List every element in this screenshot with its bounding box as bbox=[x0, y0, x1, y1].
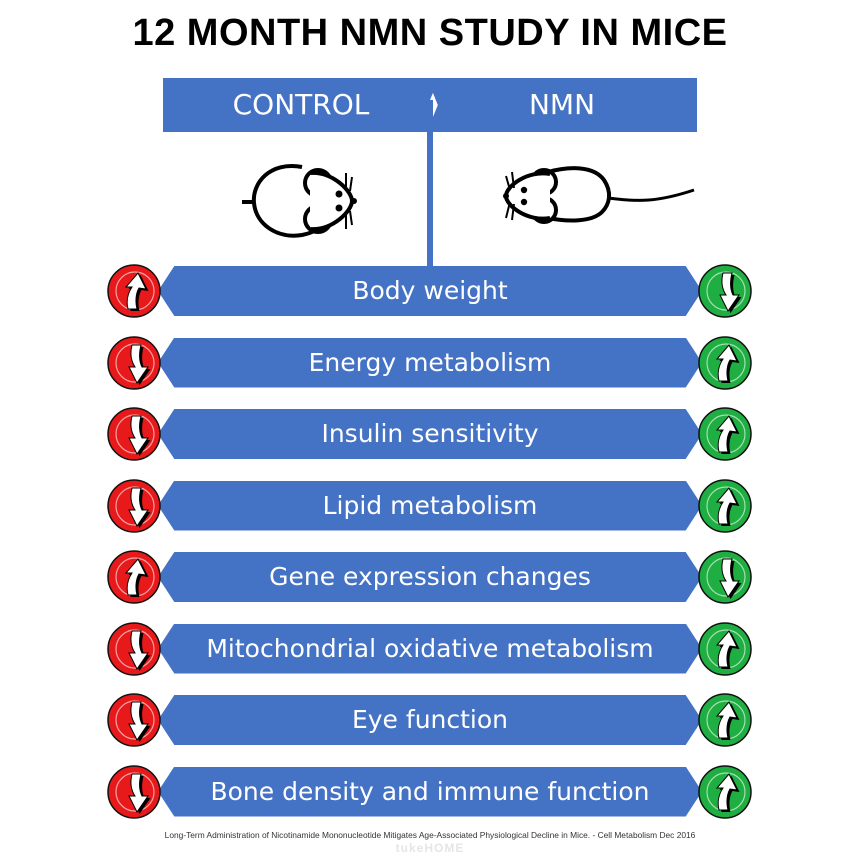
comparison-row: Gene expression changes bbox=[0, 549, 860, 605]
slim-mouse-icon bbox=[503, 166, 695, 224]
row-label: Body weight bbox=[158, 266, 702, 316]
nmn-arrow-up-icon bbox=[697, 406, 753, 462]
row-label: Insulin sensitivity bbox=[158, 409, 702, 459]
control-arrow-up-icon bbox=[106, 549, 162, 605]
nmn-arrow-down-icon bbox=[697, 549, 753, 605]
comparison-row: Body weight bbox=[0, 263, 860, 319]
page-title: 12 MONTH NMN STUDY IN MICE bbox=[132, 12, 728, 54]
control-arrow-down-icon bbox=[106, 764, 162, 820]
nmn-arrow-up-icon bbox=[697, 764, 753, 820]
footnote-citation: Long-Term Administration of Nicotinamide… bbox=[164, 830, 696, 840]
control-arrow-down-icon bbox=[106, 692, 162, 748]
nmn-column-header: NMN bbox=[427, 78, 697, 132]
control-arrow-up-icon bbox=[106, 263, 162, 319]
comparison-row: Insulin sensitivity bbox=[0, 406, 860, 462]
comparison-row: Bone density and immune function bbox=[0, 764, 860, 820]
control-column-header: CONTROL bbox=[163, 78, 439, 132]
comparison-row: Energy metabolism bbox=[0, 335, 860, 391]
comparison-row: Lipid metabolism bbox=[0, 478, 860, 534]
divider-stem bbox=[427, 100, 433, 275]
control-arrow-down-icon bbox=[106, 621, 162, 677]
control-arrow-down-icon bbox=[106, 335, 162, 391]
comparison-row: Eye function bbox=[0, 692, 860, 748]
nmn-arrow-down-icon bbox=[697, 263, 753, 319]
row-label: Energy metabolism bbox=[158, 337, 702, 388]
fat-mouse-icon bbox=[242, 164, 357, 238]
row-label: Bone density and immune function bbox=[158, 766, 702, 817]
nmn-arrow-up-icon bbox=[697, 621, 753, 677]
control-arrow-down-icon bbox=[106, 478, 162, 534]
row-label: Gene expression changes bbox=[158, 552, 702, 602]
nmn-arrow-up-icon bbox=[697, 478, 753, 534]
row-label: Lipid metabolism bbox=[158, 480, 702, 531]
nmn-arrow-up-icon bbox=[697, 335, 753, 391]
comparison-row: Mitochondrial oxidative metabolism bbox=[0, 621, 860, 677]
control-arrow-down-icon bbox=[106, 406, 162, 462]
row-label: Eye function bbox=[158, 695, 702, 745]
row-label: Mitochondrial oxidative metabolism bbox=[158, 623, 702, 674]
watermark: tukeHOME bbox=[395, 841, 465, 855]
nmn-arrow-up-icon bbox=[697, 692, 753, 748]
